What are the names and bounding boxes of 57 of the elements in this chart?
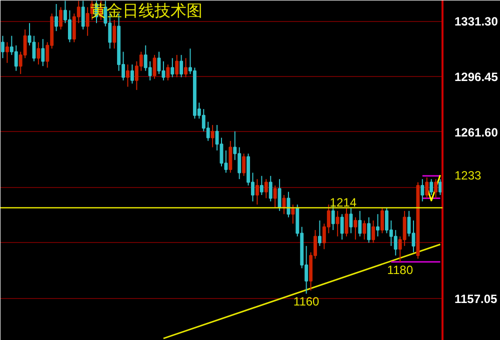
candlestick <box>228 140 232 174</box>
candlestick <box>273 184 277 208</box>
candlestick <box>425 177 429 199</box>
candlestick <box>380 207 384 234</box>
candlestick <box>5 42 9 64</box>
candlestick <box>1 35 4 59</box>
y-tick-label: 1331.30 <box>454 14 498 29</box>
candlestick <box>420 178 424 202</box>
candlestick <box>367 216 371 244</box>
y-tick-label: 1296.45 <box>454 70 498 84</box>
candlestick <box>184 58 188 78</box>
candlestick <box>130 64 134 84</box>
candlestick <box>430 178 434 196</box>
annotation: 1180 <box>387 262 414 277</box>
candlestick <box>434 178 438 199</box>
candlestick <box>358 210 362 237</box>
candlestick <box>54 4 58 32</box>
candlestick <box>166 64 170 81</box>
annotation: 1160 <box>293 294 320 309</box>
candlestick <box>260 175 264 196</box>
candlestick <box>210 124 214 148</box>
y-tick-label: 1157.05 <box>454 292 498 306</box>
ref-line-label: 1214 <box>330 196 357 210</box>
text: 1233 <box>454 168 482 183</box>
candlestick <box>162 60 166 81</box>
candlestick <box>394 230 398 256</box>
candlestick <box>264 178 268 199</box>
candlestick <box>362 220 366 240</box>
candlestick <box>112 19 116 50</box>
y-tick-label: 1261.60 <box>454 125 498 140</box>
candlestick <box>286 191 290 218</box>
candlestick <box>336 210 340 237</box>
candlestick <box>175 54 179 78</box>
candlestick <box>170 58 174 78</box>
candlestick <box>318 220 322 246</box>
chart-title: 黄金日线技术图 <box>90 2 202 20</box>
candlestick <box>278 178 282 212</box>
candlestick <box>376 214 380 237</box>
candlestick <box>242 153 246 176</box>
candlestick <box>41 38 45 67</box>
candlestick <box>152 54 156 80</box>
candlestick <box>126 64 130 88</box>
candlestick <box>412 220 416 253</box>
candlestick <box>372 220 376 244</box>
candlestick <box>268 175 272 202</box>
candlestick <box>340 214 344 240</box>
candlestick <box>81 0 85 30</box>
candlestick <box>68 10 72 43</box>
candlestick <box>349 207 353 234</box>
candlestick <box>354 216 358 240</box>
candlestick <box>14 44 18 72</box>
candlestick <box>255 178 259 206</box>
candlestick <box>157 51 161 75</box>
candlestick <box>180 54 184 78</box>
candlestick <box>59 6 62 30</box>
candlestick <box>36 42 40 65</box>
candlestick <box>402 210 406 246</box>
